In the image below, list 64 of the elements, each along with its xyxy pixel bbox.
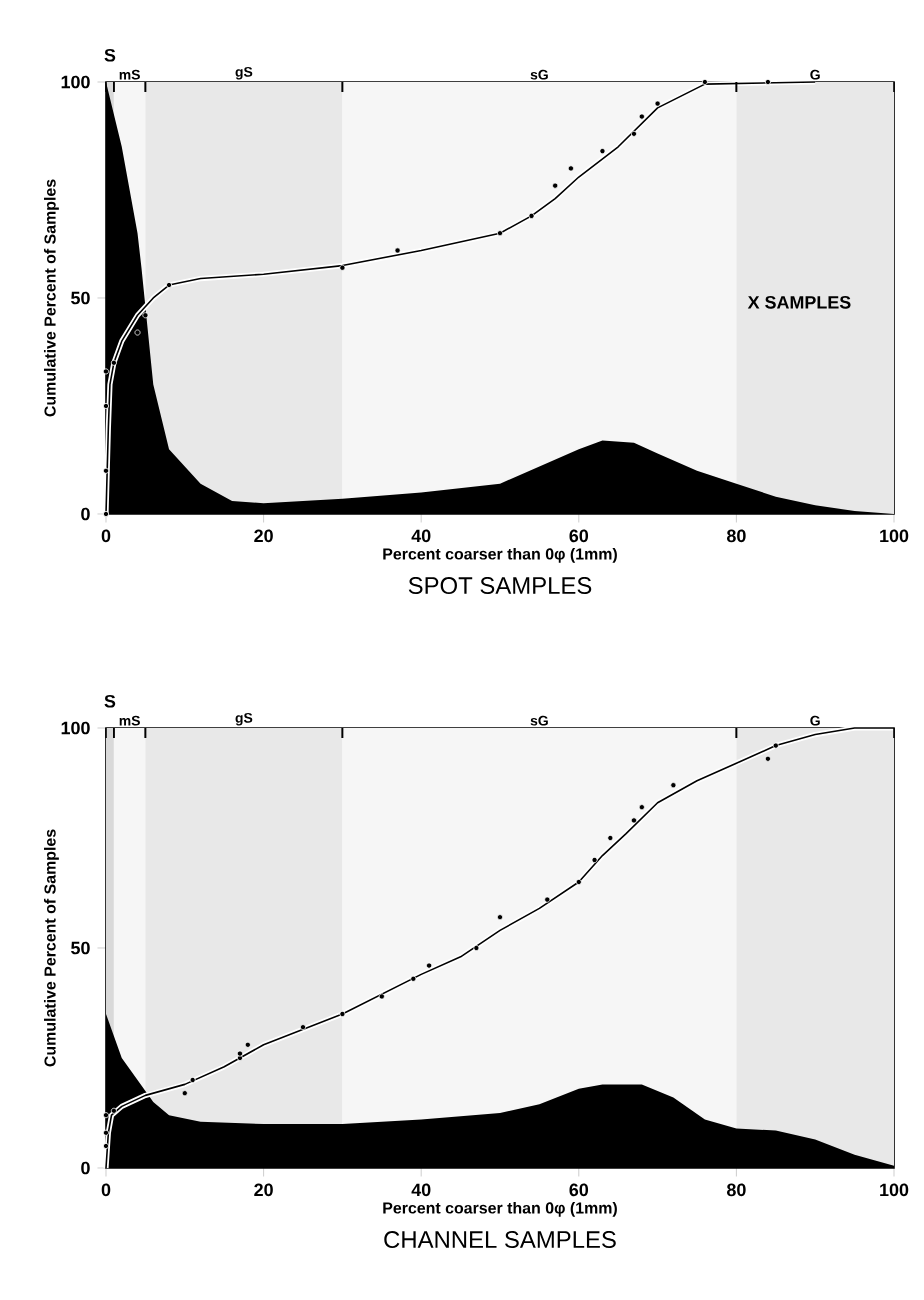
band-label: S [104,694,116,708]
x-tick-label: 100 [880,1183,909,1197]
x-tick-label: 60 [569,1183,589,1197]
point [497,230,503,237]
point [189,1077,196,1083]
point [103,368,109,375]
y-tick-label: 100 [61,721,90,735]
x-tick-label: 0 [101,529,111,543]
point [103,510,109,517]
point [528,212,535,219]
point [103,403,109,409]
x-tick-label: 80 [726,1183,746,1197]
x-tick-label: 20 [254,1183,273,1197]
point [497,914,503,921]
text: CHANNEL SAMPLES [384,1231,616,1248]
point [638,113,645,120]
point [630,130,637,137]
y-tick-label: 0 [81,507,90,521]
point [638,804,645,811]
point [654,100,661,107]
point [552,182,559,189]
x-tick-label: 0 [101,1183,111,1197]
point [764,755,771,762]
point [567,165,574,172]
text: SPOT SAMPLES [408,577,592,594]
point [378,993,385,1000]
y-tick-label: 100 [61,75,90,89]
x-tick-label: 40 [411,529,431,543]
point [166,282,173,289]
x-tick-label: 100 [880,529,909,543]
x-tick-label: 60 [569,529,589,543]
point [591,857,598,863]
point [764,78,771,85]
point [110,359,117,366]
point [339,1011,346,1017]
point [544,896,551,903]
band-label: S [104,48,116,62]
y-tick-label: 0 [81,1161,90,1175]
y-tick-label: 50 [71,291,90,305]
point [103,1142,109,1149]
x-tick-label: 20 [254,529,273,543]
point [181,1090,188,1097]
x-tick-label: 80 [726,529,746,543]
point [426,962,433,969]
x-tick-label: 40 [411,1183,431,1197]
point [103,1129,109,1136]
point [142,312,149,319]
point [110,1107,117,1114]
y-tick-label: 50 [71,941,90,955]
point [134,329,141,336]
point [410,975,417,982]
annotation: X SAMPLES [747,295,851,309]
point [339,264,346,271]
point [670,782,677,789]
point [630,817,637,824]
point [701,78,708,85]
point [244,1041,251,1048]
point [103,1112,109,1119]
point [300,1024,306,1031]
point [607,835,614,841]
point [575,879,582,885]
point [103,467,109,474]
point [772,742,779,749]
point [236,1050,243,1057]
